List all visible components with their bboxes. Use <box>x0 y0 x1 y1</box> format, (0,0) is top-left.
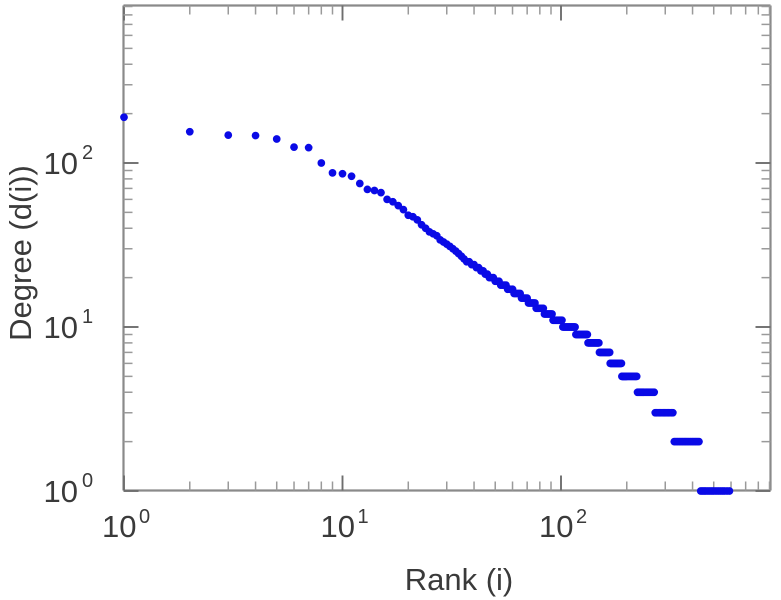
data-point <box>120 113 128 122</box>
y-tick-exponent: 2 <box>82 142 93 164</box>
y-tick-label-0: 10 0 <box>44 470 94 509</box>
data-point <box>725 487 734 495</box>
data-point <box>558 316 566 325</box>
data-point <box>363 185 372 194</box>
data-point <box>272 135 281 143</box>
x-tick-mantissa: 10 <box>102 509 136 544</box>
data-points-group <box>120 113 734 495</box>
data-point <box>304 143 313 152</box>
data-point <box>695 437 703 446</box>
data-point <box>583 330 592 339</box>
y-tick-mantissa: 10 <box>44 474 78 509</box>
data-point <box>617 359 626 368</box>
data-point <box>290 143 298 151</box>
data-point <box>650 388 659 397</box>
x-tick-exponent: 0 <box>139 506 150 528</box>
data-point <box>328 169 337 177</box>
x-tick-exponent: 1 <box>358 506 369 528</box>
x-tick-label-0: 10 0 <box>102 506 150 544</box>
data-point <box>632 372 641 381</box>
x-axis-title: Rank (i) <box>405 562 514 597</box>
data-point <box>224 131 233 139</box>
data-point <box>370 186 379 195</box>
x-tick-exponent: 2 <box>576 506 587 528</box>
data-point <box>605 348 614 357</box>
y-axis-title: Degree (d(i)) <box>3 165 38 341</box>
ticks-group <box>123 5 771 492</box>
data-point <box>548 310 556 318</box>
x-tick-label-2: 10 2 <box>539 506 587 544</box>
data-point <box>377 188 385 197</box>
data-point <box>388 197 397 206</box>
data-point <box>185 127 194 136</box>
y-tick-label-2: 10 2 <box>44 142 94 181</box>
y-tick-exponent: 0 <box>82 470 93 492</box>
data-point <box>251 131 260 140</box>
data-point <box>317 159 326 167</box>
x-tick-mantissa: 10 <box>321 509 355 544</box>
y-tick-label-1: 10 1 <box>44 306 94 345</box>
x-tick-label-1: 10 1 <box>321 506 369 544</box>
y-tick-exponent: 1 <box>82 306 93 328</box>
data-point <box>338 169 347 178</box>
data-point <box>355 179 364 188</box>
x-tick-mantissa: 10 <box>539 509 573 544</box>
data-point <box>347 172 356 181</box>
data-point <box>399 205 408 214</box>
y-tick-mantissa: 10 <box>44 146 78 181</box>
data-point <box>668 408 677 417</box>
y-tick-mantissa: 10 <box>44 310 78 345</box>
data-point <box>594 339 603 347</box>
data-point <box>571 323 579 331</box>
